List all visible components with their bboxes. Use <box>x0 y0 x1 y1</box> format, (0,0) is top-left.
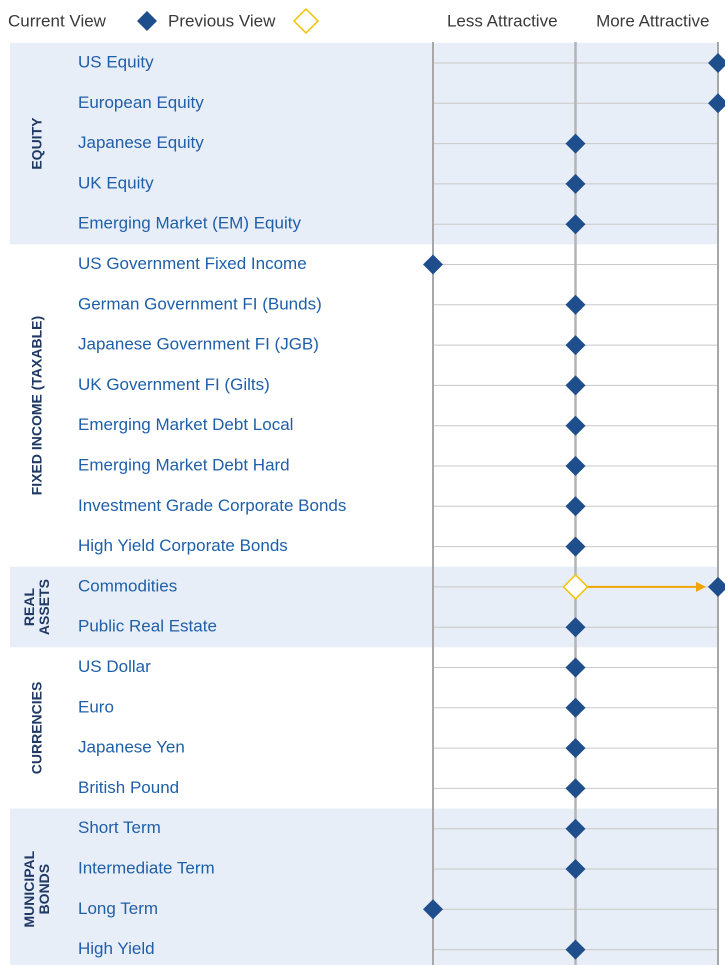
current-view-marker <box>565 133 586 154</box>
current-view-marker <box>708 53 725 73</box>
item-label: High Yield <box>78 939 155 958</box>
item-label: European Equity <box>78 93 204 112</box>
item-label: Short Term <box>78 818 161 837</box>
item-label: British Pound <box>78 778 179 797</box>
change-arrow-head <box>696 581 706 592</box>
item-label: US Government Fixed Income <box>78 254 307 273</box>
current-view-marker <box>565 456 586 476</box>
group-label: MUNICIPAL <box>21 850 37 927</box>
current-view-marker <box>565 536 586 557</box>
legend-previous-label: Previous View <box>168 11 276 30</box>
legend-current-label: Current View <box>8 11 107 30</box>
legend-current-marker <box>137 11 157 31</box>
item-label: Emerging Market Debt Local <box>78 415 293 434</box>
item-label: UK Government FI (Gilts) <box>78 375 270 394</box>
item-label: Long Term <box>78 899 158 918</box>
group-label: FIXED INCOME (TAXABLE) <box>29 316 45 495</box>
group-background <box>10 808 718 965</box>
item-label: UK Equity <box>78 173 154 192</box>
item-label: Intermediate Term <box>78 858 215 877</box>
item-label: US Equity <box>78 52 154 71</box>
x-label-more: More Attractive <box>596 11 709 30</box>
item-label: US Dollar <box>78 657 151 676</box>
current-view-marker <box>565 657 586 678</box>
current-view-marker <box>423 254 443 275</box>
group-label: REAL <box>21 588 37 627</box>
item-label: Public Real Estate <box>78 617 217 636</box>
current-view-marker <box>565 335 586 356</box>
current-view-marker <box>708 576 725 597</box>
legend-previous-marker <box>292 7 320 35</box>
current-view-marker <box>565 818 586 839</box>
current-view-marker <box>565 496 586 517</box>
group-label: CURRENCIES <box>29 682 45 775</box>
item-label: Euro <box>78 697 114 716</box>
item-label: Japanese Yen <box>78 738 185 757</box>
current-view-marker <box>565 617 586 638</box>
current-view-marker <box>565 859 586 879</box>
group-label: EQUITY <box>29 117 45 170</box>
item-label: Emerging Market Debt Hard <box>78 455 290 474</box>
current-view-marker <box>565 294 586 315</box>
current-view-marker <box>565 738 586 759</box>
item-label: Japanese Equity <box>78 133 204 152</box>
group-label: BONDS <box>36 864 52 915</box>
current-view-marker <box>565 939 586 960</box>
item-label: High Yield Corporate Bonds <box>78 536 288 555</box>
current-view-marker <box>565 214 586 235</box>
current-view-marker <box>565 375 586 396</box>
current-view-marker <box>565 697 586 718</box>
item-label: Investment Grade Corporate Bonds <box>78 496 346 515</box>
marks <box>423 53 725 960</box>
group-label: ASSETS <box>36 579 52 635</box>
current-view-marker <box>565 778 586 799</box>
current-view-marker <box>708 93 725 114</box>
current-view-marker <box>565 415 586 436</box>
x-label-less: Less Attractive <box>447 11 558 30</box>
group-background <box>10 566 718 648</box>
current-view-marker <box>565 173 586 194</box>
item-label: German Government FI (Bunds) <box>78 294 322 313</box>
current-view-marker <box>423 899 443 920</box>
previous-view-marker <box>562 573 589 600</box>
item-label: Japanese Government FI (JGB) <box>78 335 319 354</box>
item-label: Emerging Market (EM) Equity <box>78 214 301 233</box>
item-label: Commodities <box>78 576 177 595</box>
